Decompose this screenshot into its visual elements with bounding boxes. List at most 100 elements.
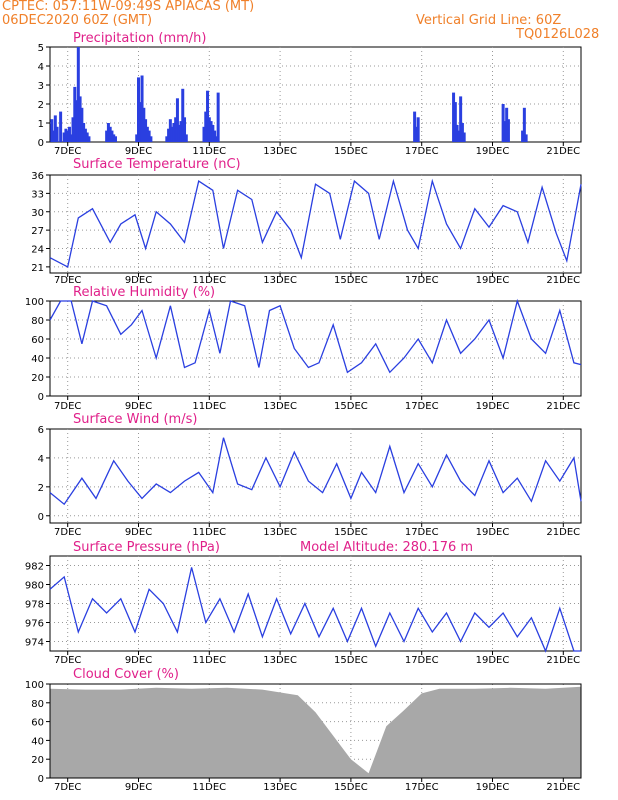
precip-bar bbox=[414, 126, 418, 142]
surface-temperature-frame bbox=[49, 174, 582, 274]
y-tick-label: 4 bbox=[38, 454, 44, 465]
precip-bar bbox=[149, 136, 153, 142]
precip-bar bbox=[522, 107, 526, 142]
x-tick-label: 7DEC bbox=[54, 146, 81, 157]
y-tick-label: 6 bbox=[38, 425, 44, 436]
precip-bar bbox=[80, 107, 84, 142]
x-tick-label: 7DEC bbox=[54, 782, 81, 793]
x-tick-label: 11DEC bbox=[192, 146, 226, 157]
precip-bar bbox=[175, 98, 179, 142]
x-tick-label: 11DEC bbox=[192, 782, 226, 793]
precip-bar bbox=[455, 124, 459, 142]
y-tick-label: 3 bbox=[38, 81, 44, 92]
precip-bar bbox=[112, 134, 116, 142]
precip-bar bbox=[147, 130, 151, 142]
y-tick-label: 974 bbox=[25, 638, 44, 649]
x-tick-label: 13DEC bbox=[263, 655, 297, 666]
y-tick-label: 20 bbox=[31, 755, 44, 766]
precip-bar bbox=[204, 111, 208, 142]
precip-bar bbox=[459, 96, 463, 142]
run-date: 06DEC2020 60Z (GMT) bbox=[2, 13, 153, 28]
precip-bar bbox=[521, 130, 525, 142]
x-tick-label: 7DEC bbox=[54, 655, 81, 666]
y-tick-label: 1 bbox=[38, 119, 44, 130]
x-tick-label: 21DEC bbox=[546, 146, 580, 157]
x-tick-label: 19DEC bbox=[476, 655, 510, 666]
x-tick-label: 15DEC bbox=[334, 401, 368, 412]
surface-pressure-line bbox=[49, 567, 581, 653]
x-tick-label: 9DEC bbox=[125, 401, 152, 412]
precip-bar bbox=[138, 102, 142, 142]
precipitation-frame bbox=[49, 46, 582, 143]
precip-bar bbox=[69, 134, 73, 142]
x-tick-label: 11DEC bbox=[192, 527, 226, 538]
y-tick-label: 0 bbox=[38, 512, 44, 523]
x-tick-label: 15DEC bbox=[334, 655, 368, 666]
y-tick-label: 20 bbox=[31, 373, 44, 384]
x-tick-label: 19DEC bbox=[476, 146, 510, 157]
precip-bar bbox=[505, 107, 509, 142]
precip-bar bbox=[174, 117, 178, 142]
precip-bar bbox=[183, 117, 187, 142]
surface-pressure-title: Surface Pressure (hPa) bbox=[73, 540, 220, 555]
x-tick-label: 7DEC bbox=[54, 275, 81, 286]
x-tick-label: 11DEC bbox=[192, 401, 226, 412]
precip-bar bbox=[202, 126, 206, 142]
y-tick-label: 24 bbox=[31, 245, 44, 256]
precip-bar bbox=[216, 92, 220, 142]
precip-bar bbox=[142, 107, 146, 142]
x-tick-label: 15DEC bbox=[334, 275, 368, 286]
x-tick-label: 19DEC bbox=[476, 782, 510, 793]
y-tick-label: 30 bbox=[31, 208, 44, 219]
precip-bar bbox=[75, 100, 79, 142]
y-tick-label: 80 bbox=[31, 699, 44, 710]
precip-bar bbox=[452, 92, 456, 142]
precip-bar bbox=[457, 130, 461, 142]
x-tick-label: 9DEC bbox=[125, 782, 152, 793]
y-tick-label: 0 bbox=[38, 774, 44, 785]
precip-bar bbox=[168, 119, 172, 142]
precip-bar bbox=[140, 75, 144, 142]
precip-bar bbox=[184, 134, 188, 142]
surface-temperature-title: Surface Temperature (nC) bbox=[73, 157, 241, 172]
x-tick-label: 11DEC bbox=[192, 655, 226, 666]
precip-bar bbox=[64, 128, 68, 142]
x-tick-label: 9DEC bbox=[125, 527, 152, 538]
precip-bar bbox=[172, 123, 176, 142]
precip-bar bbox=[83, 128, 87, 142]
x-tick-label: 17DEC bbox=[405, 655, 439, 666]
y-tick-label: 980 bbox=[25, 581, 44, 592]
station-header: CPTEC: 057:11W-09:49S APIACAS (MT) bbox=[2, 0, 255, 14]
y-tick-label: 33 bbox=[31, 189, 44, 200]
y-tick-label: 0 bbox=[38, 392, 44, 403]
y-tick-label: 2 bbox=[38, 483, 44, 494]
x-tick-label: 13DEC bbox=[263, 782, 297, 793]
precip-bar bbox=[179, 121, 183, 142]
grid-line-note: Vertical Grid Line: 60Z bbox=[416, 13, 562, 28]
precip-bar bbox=[87, 136, 91, 142]
surface-temperature-line bbox=[49, 178, 582, 268]
x-tick-label: 13DEC bbox=[263, 146, 297, 157]
precip-bar bbox=[135, 134, 139, 142]
y-tick-label: 2 bbox=[38, 100, 44, 111]
x-tick-label: 17DEC bbox=[405, 401, 439, 412]
precip-bar bbox=[167, 128, 171, 142]
model-id: TQ0126L028 bbox=[516, 27, 600, 42]
precip-bar bbox=[209, 121, 213, 142]
precip-bar bbox=[106, 123, 110, 142]
y-tick-label: 60 bbox=[31, 718, 44, 729]
precip-bar bbox=[73, 86, 77, 142]
y-tick-label: 40 bbox=[31, 354, 44, 365]
y-tick-label: 60 bbox=[31, 335, 44, 346]
precip-bar bbox=[78, 96, 82, 142]
surface-wind-line bbox=[49, 437, 582, 506]
precip-bar bbox=[71, 117, 75, 142]
y-tick-label: 27 bbox=[31, 226, 44, 237]
x-tick-label: 17DEC bbox=[405, 782, 439, 793]
precip-bar bbox=[462, 132, 466, 142]
precip-bar bbox=[460, 123, 464, 142]
x-tick-label: 7DEC bbox=[54, 527, 81, 538]
y-tick-label: 40 bbox=[31, 736, 44, 747]
x-tick-label: 17DEC bbox=[405, 527, 439, 538]
surface-wind-title: Surface Wind (m/s) bbox=[73, 412, 197, 427]
